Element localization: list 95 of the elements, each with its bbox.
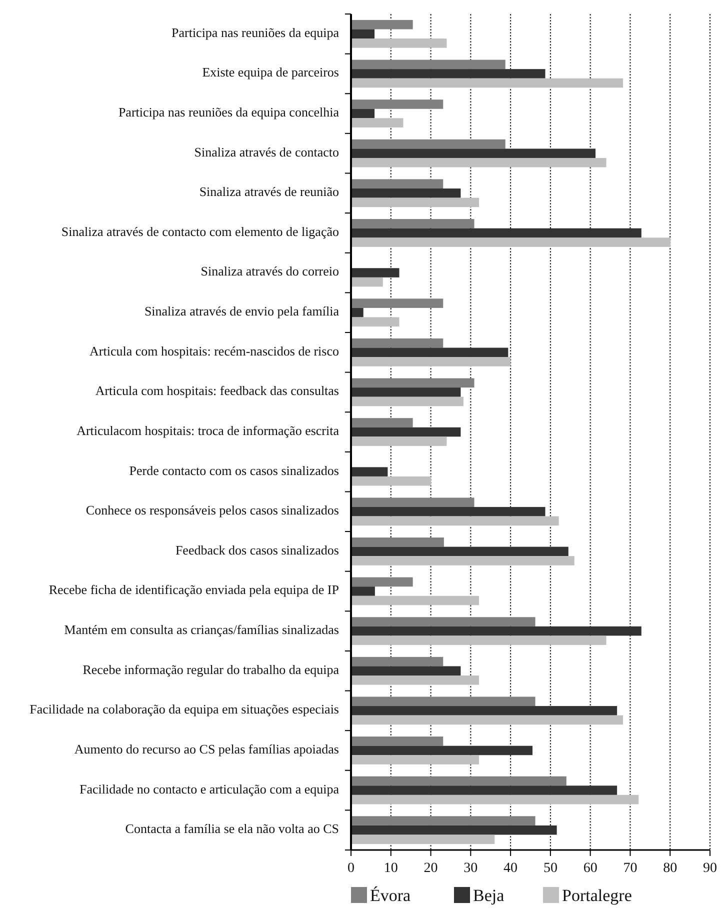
bar	[351, 736, 444, 746]
bar	[351, 696, 536, 706]
bar	[351, 626, 642, 636]
y-tick-label: Sinaliza através de contacto com elemento de ligação	[61, 224, 339, 239]
y-tick-label: Sinaliza através de envio pela família	[144, 304, 340, 319]
bar	[351, 636, 606, 645]
bar	[351, 78, 624, 88]
y-tick-label: Articula com hospitais: recém-nascidos de risco	[90, 343, 339, 358]
bar	[351, 506, 546, 516]
bar	[351, 676, 480, 685]
bar	[351, 596, 480, 606]
bar	[351, 825, 557, 835]
x-tick-label: 10	[384, 861, 398, 876]
y-tick-label: Sinaliza através de contacto	[194, 144, 339, 160]
bar	[351, 29, 375, 39]
y-tick-label: Mantém em consulta as crianças/famílias sinalizadas	[64, 622, 339, 638]
y-tick-label: Sinaliza através do correio	[200, 264, 339, 279]
bar	[351, 348, 508, 358]
y-tick-label: Existe equipa de parceiros	[202, 64, 339, 80]
bar	[351, 537, 444, 547]
y-tick-label: Conhece os responsáveis pelos casos sinalizados	[86, 502, 339, 518]
bar	[351, 308, 364, 318]
bar	[351, 586, 375, 596]
legend-label: Évora	[370, 886, 412, 905]
bar	[351, 69, 546, 78]
bar	[351, 498, 474, 507]
bar	[351, 219, 474, 228]
bar	[351, 715, 624, 725]
bar	[351, 228, 642, 238]
bar	[351, 467, 388, 476]
bar	[351, 556, 574, 566]
bar	[351, 436, 447, 446]
bar	[351, 656, 444, 666]
y-tick-label: Articula com hospitais: feedback das consultas	[95, 383, 339, 398]
bar	[351, 794, 639, 804]
bar	[351, 546, 568, 556]
x-tick-label: 80	[663, 861, 678, 876]
bar	[351, 198, 480, 208]
x-tick-label: 70	[623, 861, 638, 876]
y-tick-label: Participa nas reuniões da equipa	[172, 24, 340, 40]
y-tick-label: Facilidade no contacto e articulação com a equipa	[79, 781, 340, 796]
y-tick-label: Contacta a família se ela não volta ao CS	[125, 821, 339, 836]
x-tick-label: 50	[543, 861, 558, 876]
bar	[351, 617, 536, 626]
y-tick-label: Perde contacto com os casos sinalizados	[129, 462, 339, 478]
bar	[351, 100, 444, 109]
x-tick-label: 0	[348, 861, 354, 876]
bar	[351, 706, 618, 716]
bar	[351, 516, 559, 526]
bar	[351, 396, 464, 406]
bar	[351, 238, 671, 247]
bar	[351, 476, 432, 486]
bar	[351, 268, 400, 278]
bar	[351, 834, 495, 844]
legend-label: Portalegre	[562, 886, 632, 905]
bar	[351, 338, 444, 348]
y-tick-label: Recebe ficha de identificação enviada pela equipa de IP	[48, 582, 339, 598]
bar	[351, 746, 532, 756]
bar	[351, 188, 461, 198]
legend-label: Beja	[473, 886, 505, 905]
y-tick-label: Participa nas reuniões da equipa concelhia	[118, 104, 340, 120]
x-tick-label: 90	[703, 861, 717, 876]
bar	[351, 427, 461, 437]
x-tick-label: 20	[424, 861, 438, 876]
y-tick-label: Feedback dos casos sinalizados	[175, 542, 339, 558]
bar	[351, 776, 566, 786]
bar	[351, 60, 506, 70]
bar	[351, 666, 461, 676]
y-tick-label: Aumento do recurso ao CS pelas famílias apoiadas	[74, 741, 339, 756]
bar	[351, 388, 461, 397]
bar	[351, 317, 400, 327]
x-tick-label: 30	[464, 861, 478, 876]
bar	[351, 357, 511, 366]
y-tick-label: Recebe informação regular do trabalho da equipa	[82, 662, 340, 677]
x-tick-label: 60	[583, 861, 598, 876]
bar	[351, 179, 444, 188]
bar	[351, 38, 447, 48]
bar	[351, 786, 618, 795]
bar	[351, 277, 383, 287]
y-tick-label: Sinaliza através de reunião	[199, 184, 339, 200]
y-tick-label: Articulacom hospitais: troca de informação escrita	[76, 422, 340, 438]
bar	[351, 577, 413, 587]
bar	[351, 298, 444, 308]
bar	[351, 816, 536, 826]
x-tick-label: 40	[504, 861, 518, 876]
bar	[351, 118, 404, 128]
bar	[351, 378, 474, 388]
bar	[351, 755, 480, 764]
bar	[351, 418, 413, 428]
bar	[351, 108, 375, 118]
bar	[351, 139, 506, 149]
bar	[351, 158, 606, 168]
bar	[351, 20, 413, 30]
y-tick-label: Facilidade na colaboração da equipa em situações especiais	[30, 702, 339, 717]
bar	[351, 148, 596, 158]
